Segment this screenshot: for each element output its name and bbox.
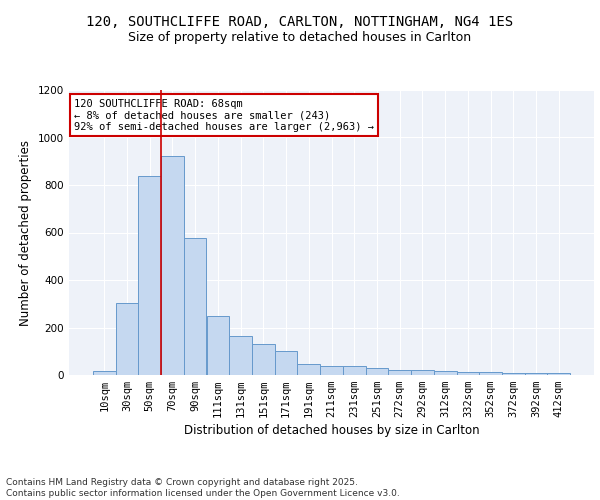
Bar [116,302,139,375]
Text: 120, SOUTHCLIFFE ROAD, CARLTON, NOTTINGHAM, NG4 1ES: 120, SOUTHCLIFFE ROAD, CARLTON, NOTTINGH… [86,16,514,30]
Bar [411,370,434,375]
Bar [343,366,365,375]
Text: Size of property relative to detached houses in Carlton: Size of property relative to detached ho… [128,31,472,44]
Bar [298,364,320,375]
Bar [434,370,457,375]
Bar [184,238,206,375]
X-axis label: Distribution of detached houses by size in Carlton: Distribution of detached houses by size … [184,424,479,438]
Bar [161,156,184,375]
Bar [206,316,229,375]
Bar [93,370,116,375]
Y-axis label: Number of detached properties: Number of detached properties [19,140,32,326]
Bar [365,368,388,375]
Text: 120 SOUTHCLIFFE ROAD: 68sqm
← 8% of detached houses are smaller (243)
92% of sem: 120 SOUTHCLIFFE ROAD: 68sqm ← 8% of deta… [74,98,374,132]
Bar [457,372,479,375]
Text: Contains HM Land Registry data © Crown copyright and database right 2025.
Contai: Contains HM Land Registry data © Crown c… [6,478,400,498]
Bar [252,344,275,375]
Bar [479,372,502,375]
Bar [139,176,161,375]
Bar [229,336,252,375]
Bar [524,373,547,375]
Bar [502,373,524,375]
Bar [547,373,570,375]
Bar [275,351,298,375]
Bar [320,366,343,375]
Bar [388,370,411,375]
